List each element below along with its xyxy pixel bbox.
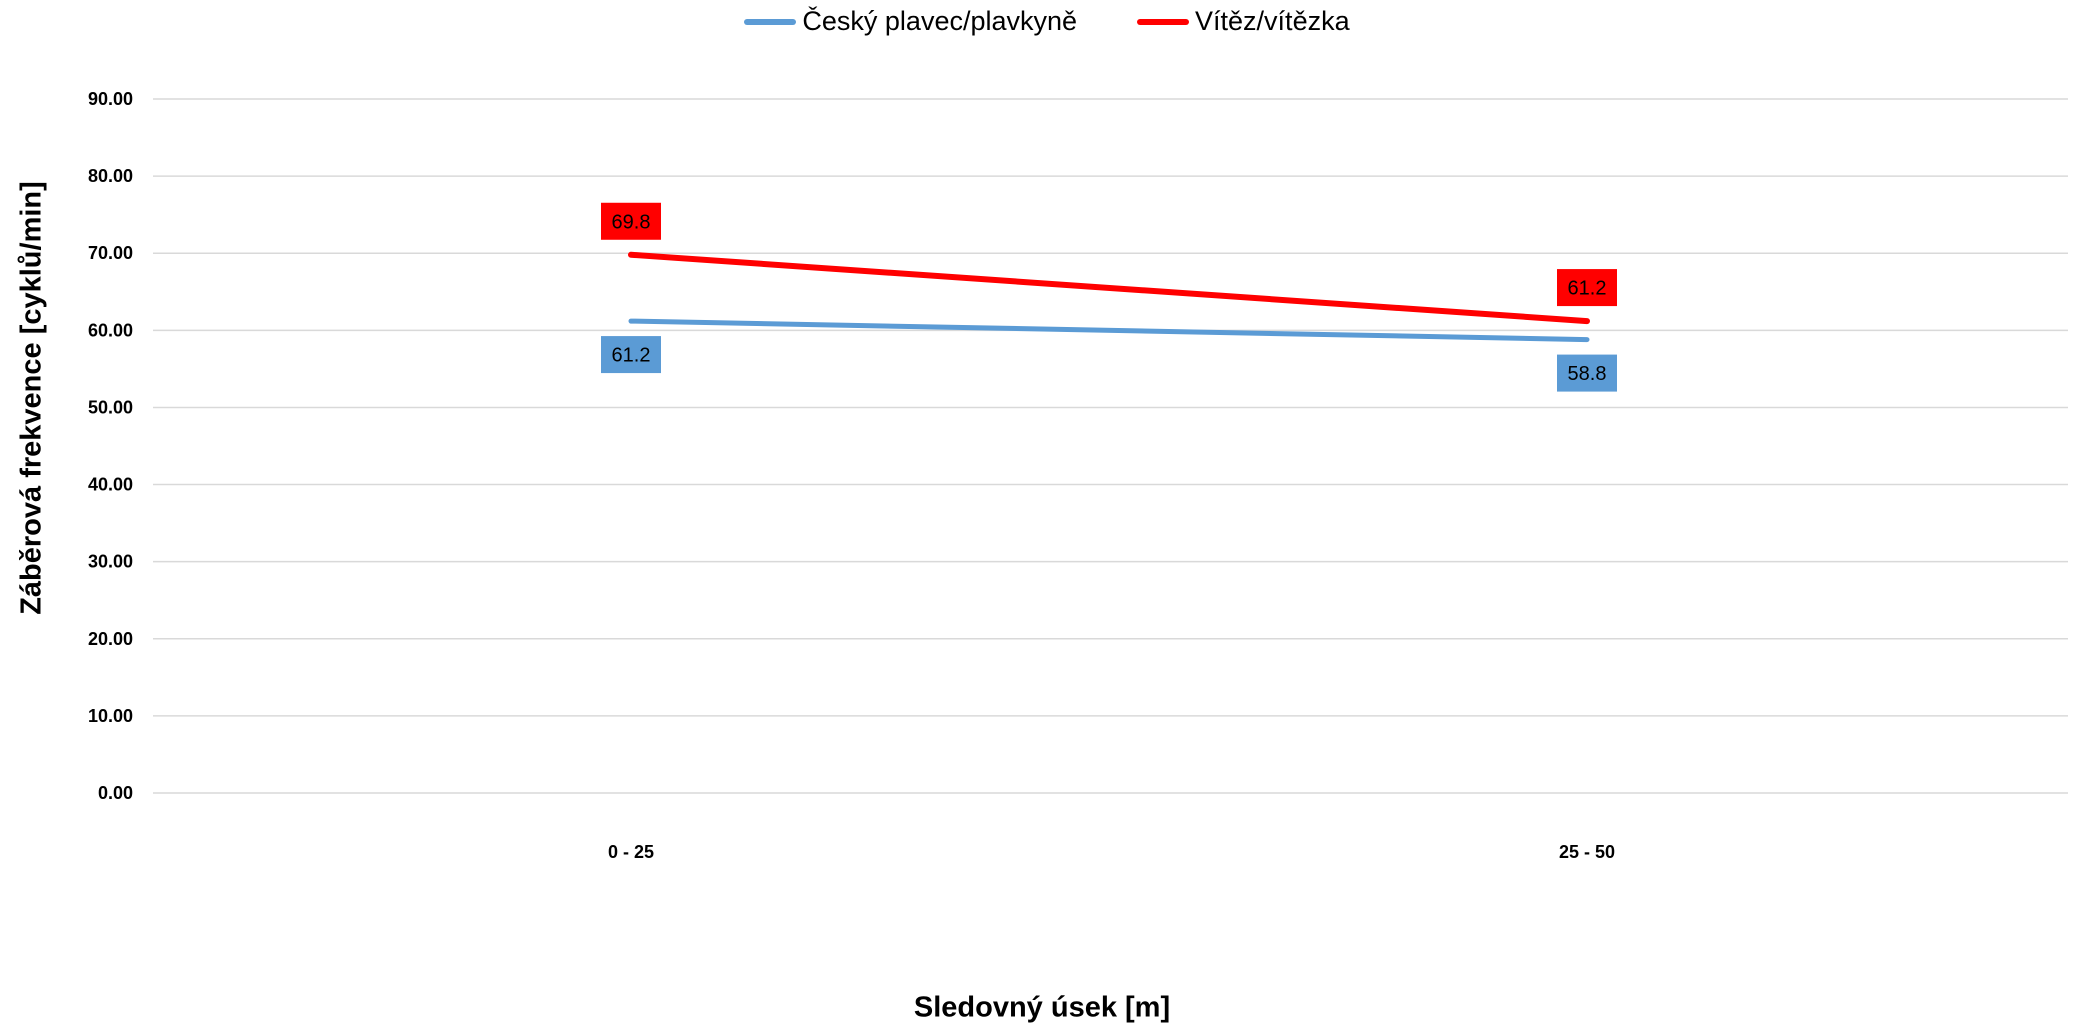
- y-tick-label: 90.00: [88, 89, 133, 109]
- data-label-box: [601, 336, 661, 374]
- data-label-box: [1557, 269, 1617, 307]
- data-label: 69.8: [612, 211, 651, 233]
- y-tick-label: 70.00: [88, 243, 133, 263]
- legend-swatch-blue: [744, 18, 797, 25]
- data-label: 61.2: [612, 345, 651, 367]
- y-tick-label: 50.00: [88, 397, 133, 417]
- y-tick-label: 30.00: [88, 552, 133, 572]
- series-line: [628, 251, 1590, 325]
- y-tick-label: 20.00: [88, 629, 133, 649]
- legend-swatch-red: [1137, 18, 1190, 25]
- data-label: 58.8: [1568, 363, 1607, 385]
- gridlines: [153, 98, 2068, 794]
- legend: Český plavec/plavkyně Vítěz/vítězka: [0, 6, 2074, 37]
- data-label-box: [1557, 354, 1617, 392]
- legend-label-cesky-plavec: Český plavec/plavkyně: [802, 6, 1078, 36]
- y-axis-ticks: 0.00 10.00 20.00 30.00 40.00 50.00 60.00 70.00 8…: [88, 89, 133, 803]
- legend-item-vitez[interactable]: Vítěz/vítězka: [1137, 6, 1350, 37]
- y-axis-title: Záběrová frekvence [cyklů/min]: [15, 181, 48, 615]
- data-label-box: [601, 202, 661, 240]
- y-tick-label: 80.00: [88, 166, 133, 186]
- x-axis-ticks: 0 - 25 25 - 50: [608, 842, 1615, 862]
- legend-item-cesky-plavec[interactable]: Český plavec/plavkyně: [744, 6, 1077, 37]
- y-tick-label: 10.00: [88, 706, 133, 726]
- y-tick-label: 60.00: [88, 320, 133, 340]
- data-label: 61.2: [1568, 278, 1607, 300]
- x-tick-label: 0 - 25: [608, 842, 654, 862]
- x-tick-label: 25 - 50: [1559, 842, 1615, 862]
- data-labels: 61.2 58.8 69.8 61.2: [601, 202, 1617, 392]
- y-tick-label: 40.00: [88, 475, 133, 495]
- legend-label-vitez: Vítěz/vítězka: [1195, 6, 1350, 36]
- series-line: [628, 318, 1590, 343]
- series-lines: [628, 251, 1590, 343]
- y-tick-label: 0.00: [98, 783, 133, 803]
- x-axis-title: Sledovný úsek [m]: [913, 991, 1171, 1024]
